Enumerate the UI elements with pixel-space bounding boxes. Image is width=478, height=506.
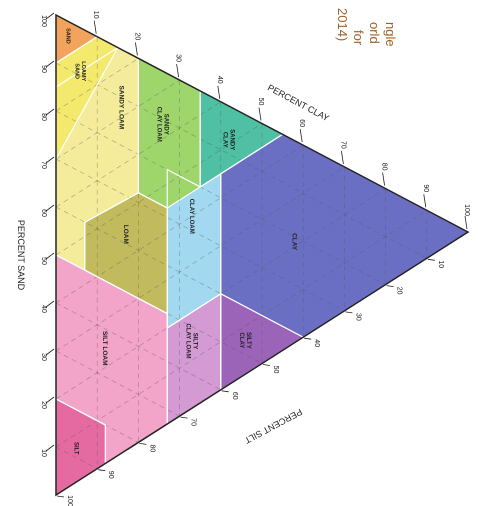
region-label-silty-clay-loam: SILTYCLAY LOAM [184,324,197,359]
clay-tick-arrow [464,215,468,230]
silt-tick-arrow [56,495,65,498]
silt-tick-label: 90 [107,471,114,479]
silt-tick-label: 30 [354,313,361,321]
sand-tick-arrow [45,156,55,164]
region-label-sandy-clay: SANDYCLAY [221,129,234,150]
clay-tick-label: 60 [298,119,305,127]
region-label-clay: CLAY [291,233,298,251]
clay-tick-label: 10 [92,11,99,19]
sand-tick-arrow [45,108,55,116]
silt-tick-arrow [221,390,229,393]
silt-tick-arrow [139,443,147,445]
sand-tick-arrow [45,444,55,452]
grid-line [55,302,221,391]
sand-axis-title: PERCENT SAND [16,220,26,291]
clay-tick-arrow [258,107,262,121]
silt-tick-arrow [262,364,271,366]
region-label-clay-loam: CLAY LOAM [188,199,194,234]
clay-tick-label: 50 [257,98,264,106]
sand-tick-arrow [45,12,55,20]
region-label-silty-clay: SILTYCLAY [238,332,251,349]
region-loamy-sand [56,36,118,160]
sand-tick-label: 50 [40,257,47,265]
grid-line [55,79,180,160]
sand-tick-label: 90 [40,65,47,73]
grid-line [55,123,263,256]
sand-tick-arrow [45,204,55,212]
region-label-sandy-loam: SANDY LOAM [118,86,125,130]
sand-tick-label: 30 [40,353,47,361]
clay-tick-arrow [217,85,221,99]
region-silt-loam [56,255,168,464]
clay-tick-label: 20 [133,33,140,41]
silt-tick-arrow [304,337,312,340]
clay-tick-arrow [93,20,97,34]
silt-tick-label: 100 [66,495,73,506]
clay-tick-arrow [176,64,179,78]
grid-line [55,158,345,312]
silt-tick-label: 10 [437,260,444,268]
clay-tick-arrow [382,172,385,186]
grid-line [55,446,98,469]
region-label-loamy-sand: LOAMYSAND [73,61,86,81]
sand-tick-label: 10 [40,449,47,457]
sand-tick-arrow [45,252,55,260]
region-label-loam: LOAM [122,225,129,244]
sand-tick-arrow [45,348,55,356]
silt-tick-arrow [427,258,435,261]
sand-tick-label: 80 [40,113,47,121]
clay-tick-label: 90 [422,184,429,192]
sand-tick-arrow [45,60,55,68]
clay-tick-arrow [423,194,427,208]
region-label-silt: SILT [73,442,79,455]
clay-tick-arrow [299,129,303,143]
sand-tick-label: 60 [40,209,47,217]
sand-tick-label: 100 [40,15,47,27]
silt-tick-label: 20 [396,287,403,295]
region-label-silt-loam: SILT LOAM [101,331,108,366]
sand-tick-label: 70 [40,161,47,169]
silt-tick-label: 70 [190,418,197,426]
triangle-outline [55,13,470,497]
sand-tick-arrow [45,300,55,308]
silt-tick-arrow [386,285,394,287]
clay-tick-arrow [341,150,344,164]
clay-tick-label: 40 [216,76,223,84]
silt-tick-label: 40 [313,339,320,347]
sand-tick-label: 20 [40,401,47,409]
grid-line [55,210,427,448]
silt-tick-label: 80 [148,445,155,453]
region-label-sandy-clay-loam: SANDYCLAY LOAM [155,107,168,142]
silt-tick-label: 50 [272,366,279,374]
sand-tick-arrow [45,396,55,404]
silt-tick-arrow [98,469,106,472]
region-label-sand: SAND [64,28,70,44]
clay-tick-arrow [135,42,138,56]
region-loam [84,192,168,314]
silt-tick-label: 60 [231,392,238,400]
grid-line [55,101,221,208]
region-sand [56,15,98,63]
silt-tick-arrow [345,311,353,314]
grid-line [55,166,345,352]
silt-tick-arrow [180,416,188,419]
region-sandy-clay-loam [138,58,201,208]
grid-line [55,188,386,400]
region-clay-loam [167,169,221,328]
clay-tick-label: 80 [381,163,388,171]
clay-tick-label: 100 [463,204,470,216]
silt-axis-title: PERCENT SILT [243,407,304,446]
sand-tick-label: 40 [40,305,47,313]
clay-axis-title: PERCENT CLAY [266,82,331,123]
clay-tick-label: 70 [339,141,346,149]
clay-tick-label: 30 [175,54,182,62]
grid-line [55,110,386,285]
